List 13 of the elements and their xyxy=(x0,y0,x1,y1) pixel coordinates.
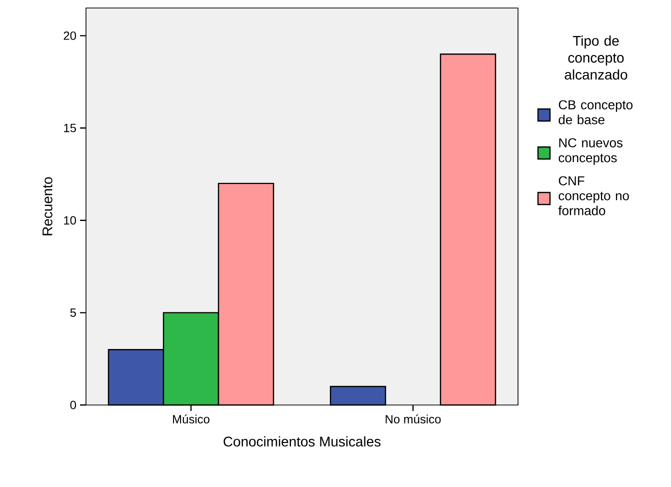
legend-label: CB concepto de base xyxy=(558,100,633,124)
y-tick-label: 10 xyxy=(64,216,76,225)
y-tick-label: 15 xyxy=(64,124,76,132)
legend-title: Tipo de concepto alcanzado xyxy=(564,36,628,80)
x-tick-label: No músico xyxy=(386,414,441,424)
y-tick-label: 20 xyxy=(64,31,76,40)
y-axis-title: Recuento xyxy=(42,177,52,236)
y-tick-label: 0 xyxy=(70,400,76,410)
legend-label: NC nuevos conceptos xyxy=(558,138,623,165)
x-tick-label: Músico xyxy=(173,414,210,424)
legend-label: CNF concepto no formado xyxy=(558,176,629,216)
y-tick-label: 5 xyxy=(70,308,76,317)
x-axis-title: Conocimientos Musicales xyxy=(224,436,381,447)
